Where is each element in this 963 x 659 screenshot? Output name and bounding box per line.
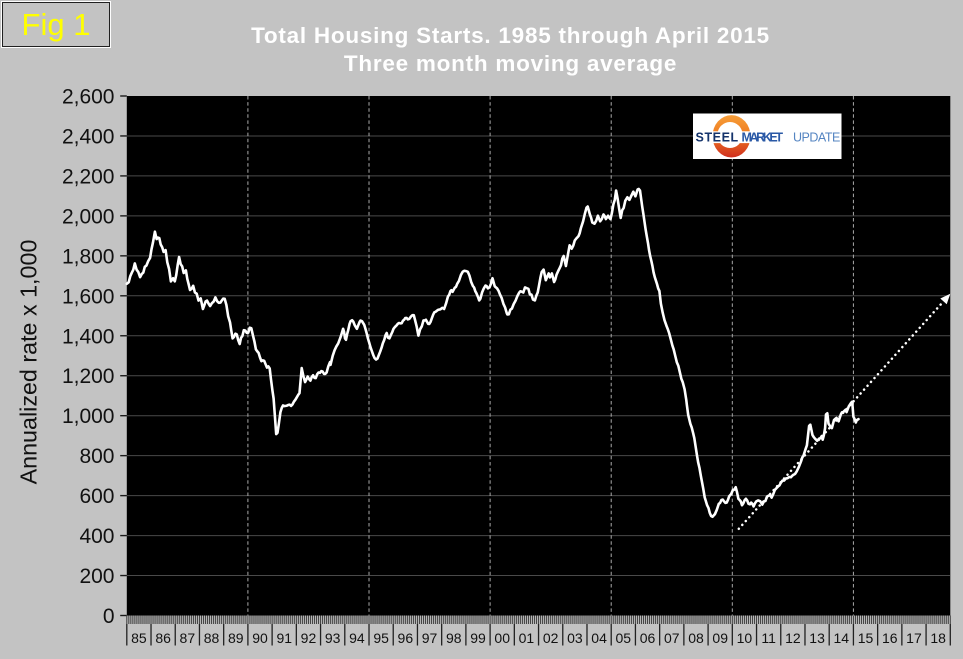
svg-text:17: 17 — [906, 630, 922, 646]
svg-text:600: 600 — [79, 485, 114, 508]
svg-text:2,600: 2,600 — [62, 86, 115, 109]
svg-text:92: 92 — [301, 630, 317, 646]
svg-text:18: 18 — [930, 630, 946, 646]
svg-text:200: 200 — [79, 565, 114, 588]
svg-text:1,400: 1,400 — [62, 325, 115, 348]
svg-text:11: 11 — [761, 630, 776, 646]
svg-text:14: 14 — [834, 630, 850, 646]
svg-text:98: 98 — [446, 630, 462, 646]
svg-text:04: 04 — [591, 630, 607, 646]
svg-text:10: 10 — [737, 630, 753, 646]
svg-text:85: 85 — [131, 630, 147, 646]
svg-text:15: 15 — [858, 630, 874, 646]
svg-text:91: 91 — [276, 630, 292, 646]
svg-text:90: 90 — [252, 630, 268, 646]
svg-text:UPDATE: UPDATE — [793, 130, 840, 144]
svg-text:800: 800 — [79, 445, 114, 468]
svg-text:0: 0 — [103, 605, 115, 628]
svg-text:1,600: 1,600 — [62, 285, 115, 308]
svg-text:95: 95 — [373, 630, 389, 646]
svg-text:02: 02 — [543, 630, 559, 646]
svg-text:89: 89 — [228, 630, 244, 646]
svg-text:06: 06 — [640, 630, 656, 646]
svg-text:86: 86 — [155, 630, 171, 646]
svg-text:88: 88 — [204, 630, 220, 646]
svg-text:MARKET: MARKET — [742, 130, 784, 144]
svg-text:09: 09 — [712, 630, 728, 646]
svg-text:1,200: 1,200 — [62, 365, 115, 388]
svg-text:2,000: 2,000 — [62, 205, 115, 228]
svg-text:00: 00 — [494, 630, 510, 646]
svg-text:16: 16 — [882, 630, 898, 646]
svg-text:08: 08 — [688, 630, 704, 646]
svg-text:13: 13 — [809, 630, 825, 646]
svg-text:12: 12 — [785, 630, 801, 646]
svg-text:99: 99 — [470, 630, 486, 646]
svg-text:400: 400 — [79, 525, 114, 548]
svg-text:87: 87 — [180, 630, 196, 646]
svg-text:94: 94 — [349, 630, 365, 646]
svg-text:07: 07 — [664, 630, 680, 646]
svg-text:03: 03 — [567, 630, 583, 646]
svg-text:97: 97 — [422, 630, 438, 646]
svg-text:01: 01 — [519, 630, 535, 646]
svg-text:1,800: 1,800 — [62, 245, 115, 268]
svg-text:2,400: 2,400 — [62, 125, 115, 148]
svg-text:1,000: 1,000 — [62, 405, 115, 428]
svg-text:96: 96 — [398, 630, 414, 646]
svg-text:Annualized rate x 1,000: Annualized rate x 1,000 — [16, 240, 42, 485]
svg-text:2,200: 2,200 — [62, 165, 115, 188]
svg-text:05: 05 — [616, 630, 632, 646]
svg-text:STEEL: STEEL — [696, 130, 739, 144]
svg-text:93: 93 — [325, 630, 341, 646]
